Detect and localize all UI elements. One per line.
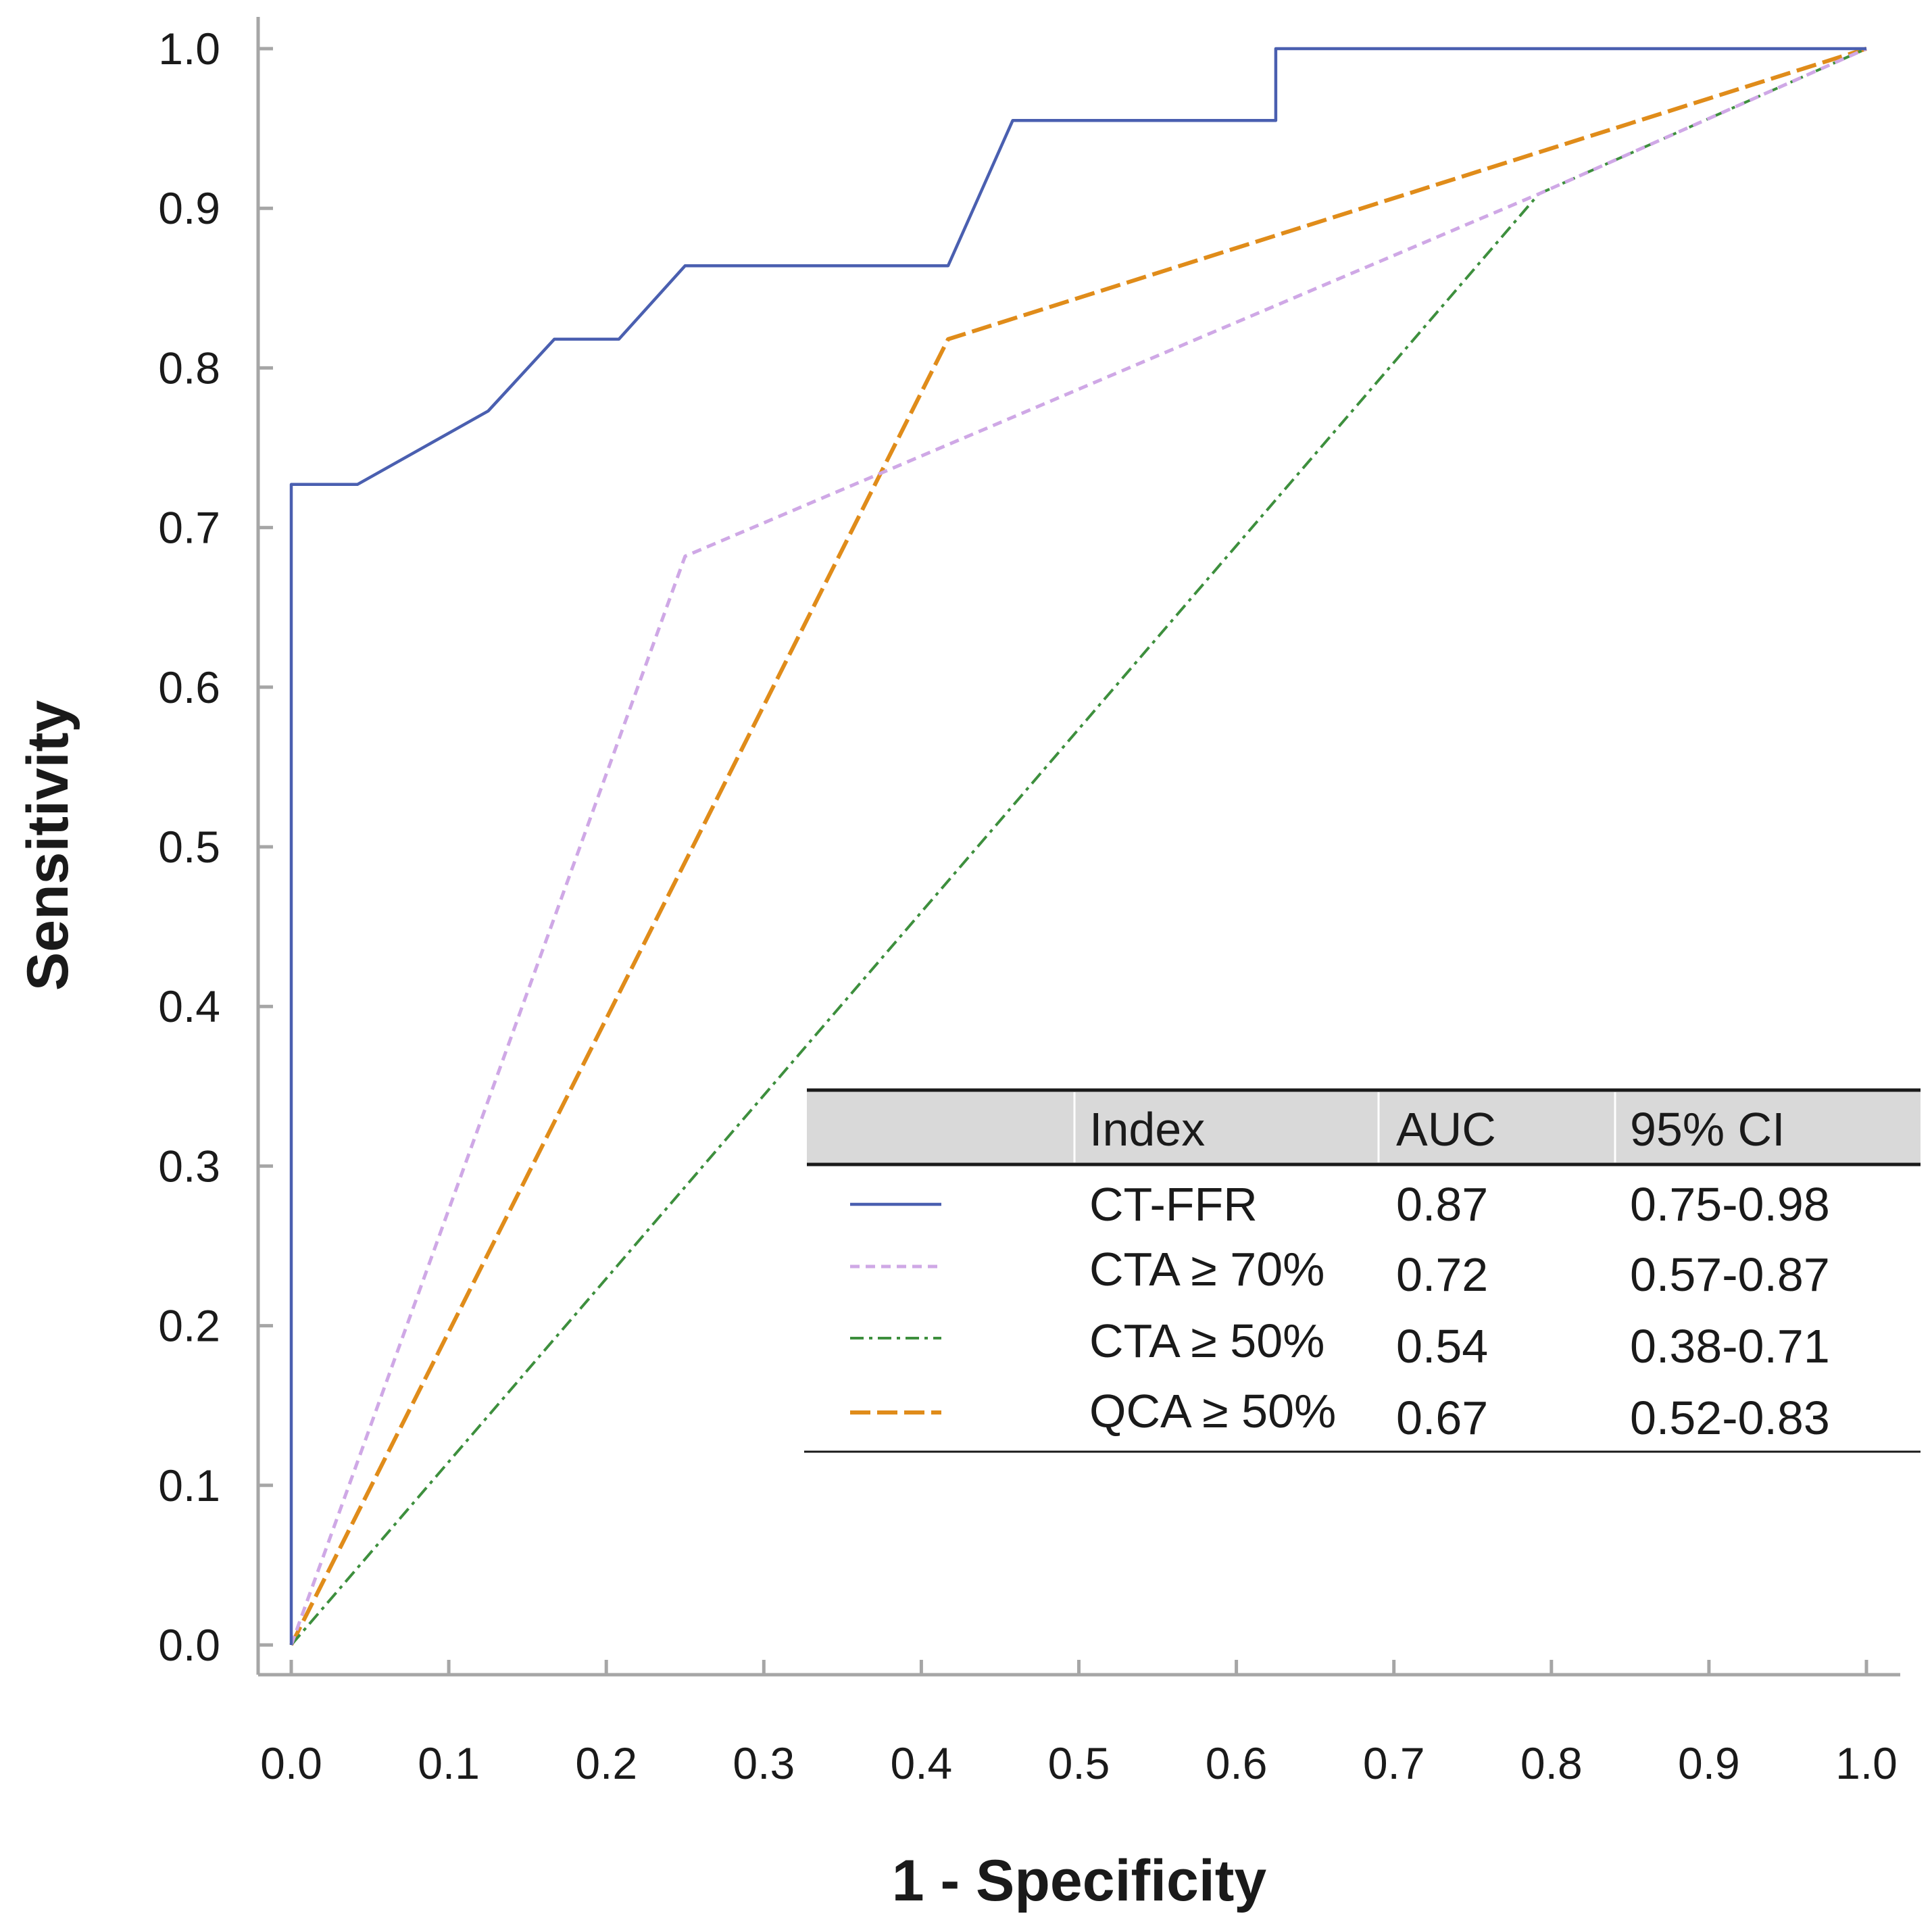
legend-ci-ct-ffr: 0.75-0.98: [1630, 1178, 1830, 1231]
y-tick-label-0.9: 0.9: [158, 183, 220, 233]
legend-ci-cta-50: 0.38-0.71: [1630, 1320, 1830, 1373]
legend-header-ci: 95% CI: [1630, 1103, 1785, 1156]
legend-index-cta-70: CTA ≥ 70%: [1089, 1243, 1324, 1296]
series-layer: [289, 47, 1868, 1646]
legend-table: Index AUC 95% CI CT-FFR 0.87 0.75-0.98 C…: [804, 1088, 1921, 1453]
legend-auc-cta-50: 0.54: [1396, 1320, 1488, 1373]
legend-index-cta-50: CTA ≥ 50%: [1089, 1314, 1324, 1367]
legend-header-background: [807, 1090, 1921, 1164]
y-tick-label-1.0: 1.0: [158, 24, 220, 74]
legend-auc-ct-ffr: 0.87: [1396, 1178, 1488, 1231]
y-ticks: 0.0 0.1 0.2 0.3 0.4 0.5 0.6 0.7 0.8 0.9 1.0: [158, 24, 273, 1670]
x-tick-label-0.0: 0.0: [260, 1738, 322, 1788]
x-tick-label-0.2: 0.2: [575, 1738, 637, 1788]
y-axis-title: Sensitivity: [16, 700, 80, 991]
series-line-ct-ffr: [289, 47, 1866, 1645]
x-tick-label-0.7: 0.7: [1363, 1738, 1425, 1788]
y-tick-label-0.5: 0.5: [158, 822, 220, 872]
series-line-qca-50: [289, 47, 1867, 1646]
y-tick-label-0.3: 0.3: [158, 1141, 220, 1191]
legend-ci-qca-50: 0.52-0.83: [1630, 1392, 1830, 1444]
y-tick-label-0.4: 0.4: [158, 981, 220, 1031]
legend-ci-cta-70: 0.57-0.87: [1630, 1248, 1830, 1301]
x-tick-label-0.5: 0.5: [1048, 1738, 1110, 1788]
x-tick-label-0.6: 0.6: [1206, 1738, 1268, 1788]
x-tick-label-0.1: 0.1: [418, 1738, 480, 1788]
legend-row-cta-70: CTA ≥ 70% 0.72 0.57-0.87: [850, 1243, 1830, 1301]
x-tick-label-1.0: 1.0: [1835, 1738, 1898, 1788]
legend-header-auc: AUC: [1396, 1103, 1496, 1156]
legend-header-index: Index: [1089, 1103, 1205, 1156]
legend-row-cta-50: CTA ≥ 50% 0.54 0.38-0.71: [850, 1314, 1830, 1373]
series-line-cta-70: [289, 47, 1868, 1646]
legend-auc-cta-70: 0.72: [1396, 1248, 1488, 1301]
y-tick-label-0.2: 0.2: [158, 1301, 220, 1351]
x-axis-title: 1 - Specificity: [892, 1848, 1267, 1913]
x-tick-label-0.8: 0.8: [1520, 1738, 1583, 1788]
legend-row-qca-50: QCA ≥ 50% 0.67 0.52-0.83: [850, 1385, 1830, 1444]
legend-auc-qca-50: 0.67: [1396, 1392, 1488, 1444]
y-tick-label-0.6: 0.6: [158, 662, 220, 712]
legend-index-qca-50: QCA ≥ 50%: [1089, 1385, 1336, 1437]
x-tick-label-0.4: 0.4: [891, 1738, 953, 1788]
x-ticks: 0.0 0.1 0.2 0.3 0.4 0.5 0.6 0.7 0.8 0.9 1.0: [260, 1660, 1898, 1788]
y-tick-label-0.7: 0.7: [158, 503, 220, 553]
y-tick-label-0.1: 0.1: [158, 1460, 220, 1510]
y-tick-label-0.0: 0.0: [158, 1620, 220, 1670]
x-tick-label-0.3: 0.3: [733, 1738, 795, 1788]
y-tick-label-0.8: 0.8: [158, 343, 220, 393]
x-tick-label-0.9: 0.9: [1678, 1738, 1740, 1788]
legend-index-ct-ffr: CT-FFR: [1089, 1178, 1258, 1231]
legend-row-ct-ffr: CT-FFR 0.87 0.75-0.98: [850, 1178, 1830, 1231]
